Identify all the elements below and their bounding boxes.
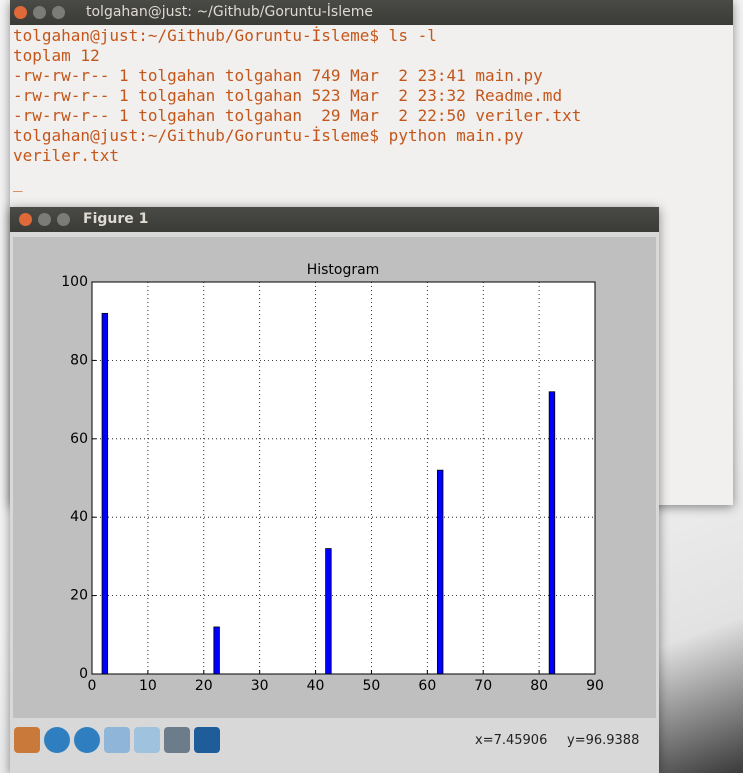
- terminal-output: tolgahan@just:~/Github/Goruntu-İsleme$ l…: [10, 25, 733, 166]
- x-tick-label: 90: [586, 678, 604, 694]
- close-button[interactable]: [19, 213, 32, 226]
- chart-title: Histogram: [307, 262, 380, 278]
- terminal-line: -rw-rw-r-- 1 tolgahan tolgahan 523 Mar 2…: [13, 86, 563, 105]
- terminal-line: tolgahan@just:~/Github/Goruntu-İsleme$ p…: [13, 126, 524, 145]
- figure-title: Figure 1: [83, 211, 149, 227]
- maximize-button[interactable]: [57, 213, 70, 226]
- x-tick-label: 50: [363, 678, 381, 694]
- y-tick-label: 40: [70, 509, 88, 525]
- x-tick-label: 80: [530, 678, 548, 694]
- terminal-line: toplam 12: [13, 46, 100, 65]
- cursor-x: x=7.45906: [475, 733, 548, 748]
- close-button[interactable]: [14, 6, 27, 19]
- figure-canvas: Histogram 0 20 40 60 80 100 0 10 20 30 40 50 60 70 80 9…: [13, 237, 656, 718]
- x-tick-label: 60: [418, 678, 436, 694]
- terminal-title: tolgahan@just: ~/Github/Goruntu-İsleme: [86, 4, 373, 20]
- x-tick-label: 0: [88, 678, 97, 694]
- y-tick-label: 0: [79, 666, 88, 682]
- bar: [436, 469, 444, 675]
- y-tick-label: 20: [70, 588, 88, 604]
- minimize-button[interactable]: [33, 6, 46, 19]
- axes-frame: [91, 281, 596, 675]
- pan-button[interactable]: [104, 727, 130, 753]
- y-tick-label: 80: [70, 352, 88, 368]
- terminal-titlebar: tolgahan@just: ~/Github/Goruntu-İsleme: [10, 0, 733, 25]
- x-tick-label: 70: [474, 678, 492, 694]
- home-button[interactable]: [14, 727, 40, 753]
- bar: [101, 312, 109, 675]
- terminal-line: -rw-rw-r-- 1 tolgahan tolgahan 29 Mar 2 …: [13, 106, 582, 125]
- terminal-line: tolgahan@just:~/Github/Goruntu-İsleme$ l…: [13, 26, 437, 45]
- x-tick-label: 30: [251, 678, 269, 694]
- figure-window: Figure 1 Histogram 0 20 40 60 80 100 0 10 20 30 40…: [10, 207, 659, 773]
- y-tick-label: 100: [61, 274, 88, 290]
- figure-titlebar: Figure 1: [10, 207, 659, 232]
- forward-button[interactable]: [74, 727, 100, 753]
- bar: [213, 626, 220, 675]
- subplots-button[interactable]: [164, 727, 190, 753]
- cursor: _: [13, 173, 23, 192]
- minimize-button[interactable]: [38, 213, 51, 226]
- zoom-button[interactable]: [134, 727, 160, 753]
- y-tick-label: 60: [70, 431, 88, 447]
- maximize-button[interactable]: [52, 6, 65, 19]
- bar: [325, 548, 332, 675]
- terminal-line: -rw-rw-r-- 1 tolgahan tolgahan 749 Mar 2…: [13, 66, 543, 85]
- plot-area: [92, 282, 595, 674]
- x-tick-label: 20: [195, 678, 213, 694]
- x-tick-label: 10: [139, 678, 157, 694]
- bar: [548, 391, 556, 675]
- toolbar: [10, 722, 659, 762]
- cursor-y: y=96.9388: [567, 733, 640, 748]
- x-tick-label: 40: [307, 678, 325, 694]
- back-button[interactable]: [44, 727, 70, 753]
- save-button[interactable]: [194, 727, 220, 753]
- terminal-line: veriler.txt: [13, 146, 119, 165]
- chart: Histogram 0 20 40 60 80 100 0 10 20 30 40 50 60 70 80 9…: [61, 262, 604, 694]
